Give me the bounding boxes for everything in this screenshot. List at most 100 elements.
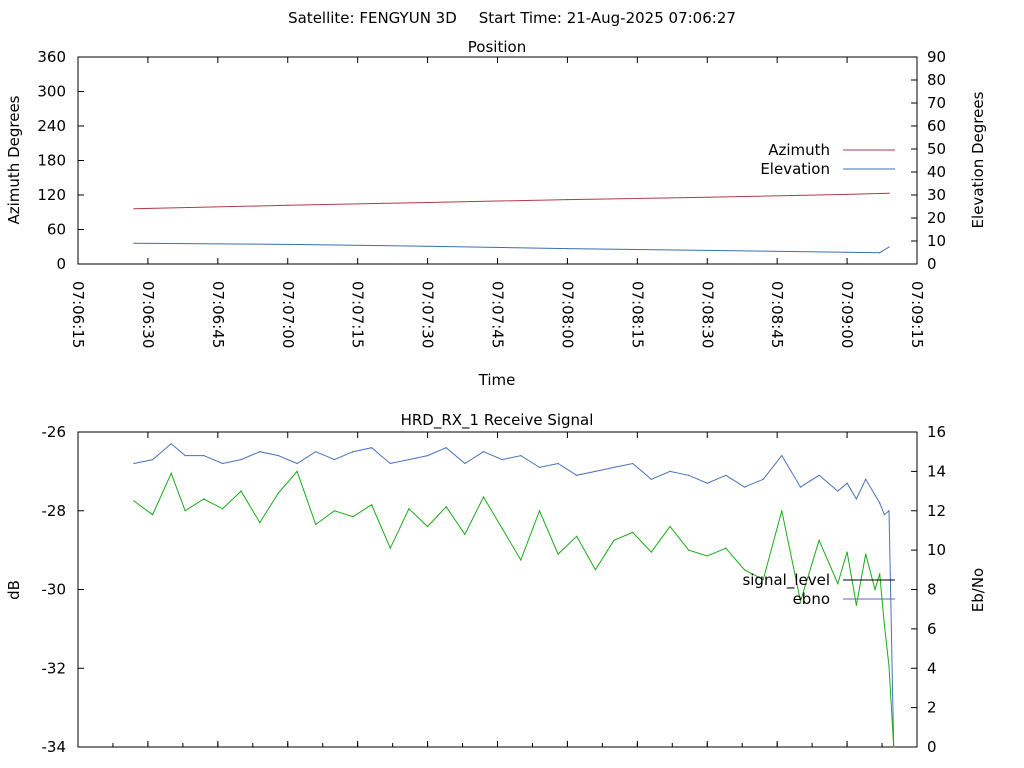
data-point: [888, 246, 890, 248]
data-point: [650, 551, 652, 553]
data-point: [669, 470, 671, 472]
data-point: [501, 527, 503, 530]
data-point: [879, 252, 881, 254]
x-tick-label: 07:07:00: [279, 281, 297, 348]
data-point: [259, 521, 261, 524]
data-point: [688, 474, 690, 476]
y-tick-label: -28: [42, 502, 67, 520]
data-point: [888, 510, 890, 512]
data-point: [333, 510, 335, 512]
data-point: [408, 508, 410, 510]
data-point: [464, 533, 466, 535]
data-point: [846, 193, 848, 196]
data-point: [482, 496, 485, 498]
position-chart-title: Position: [468, 38, 526, 56]
data-point: [287, 204, 289, 206]
y2-tick-label: 60: [927, 117, 946, 135]
data-point: [818, 539, 820, 541]
data-point: [315, 451, 317, 453]
data-point: [566, 247, 569, 250]
series-line-ebno: [133, 470, 895, 748]
data-point: [287, 243, 289, 246]
y-tick-label: 180: [37, 152, 66, 170]
data-point: [613, 466, 615, 469]
data-point: [520, 559, 522, 561]
data-point: [445, 506, 447, 508]
signal-y2-axis-label: Eb/No: [969, 568, 987, 612]
data-point: [576, 474, 578, 476]
y2-tick-label: 30: [927, 186, 946, 204]
signal-chart-title: HRD_RX_1 Receive Signal: [401, 411, 594, 430]
y2-tick-label: 40: [927, 163, 946, 181]
data-point: [781, 455, 783, 457]
data-point: [184, 510, 186, 512]
x-tick-label: 07:07:15: [349, 281, 367, 348]
data-point: [151, 514, 154, 516]
legend-label: Azimuth: [768, 141, 830, 159]
data-point: [538, 510, 541, 512]
series-line-signal_level: [133, 443, 895, 748]
data-point: [221, 462, 224, 465]
data-point: [669, 525, 671, 528]
y2-tick-label: 4: [927, 659, 937, 677]
x-tick-label: 07:08:00: [558, 281, 576, 348]
data-point: [743, 569, 746, 571]
data-point: [874, 588, 876, 591]
data-point: [743, 486, 746, 488]
data-point: [799, 486, 802, 488]
data-point: [482, 451, 485, 453]
y2-tick-label: 70: [927, 94, 946, 112]
y2-tick-label: 0: [927, 738, 937, 756]
y2-tick-label: 16: [927, 423, 946, 441]
data-point: [706, 555, 708, 557]
data-point: [762, 579, 764, 581]
data-point: [879, 573, 881, 575]
data-point: [371, 447, 373, 449]
x-tick-label: 07:09:00: [838, 281, 856, 348]
data-point: [865, 553, 867, 555]
data-point: [296, 462, 298, 465]
data-point: [557, 462, 559, 465]
data-point: [203, 498, 205, 500]
data-point: [799, 600, 802, 602]
y2-tick-label: 20: [927, 209, 946, 227]
data-point: [371, 504, 373, 506]
series-line-elevation: [133, 242, 890, 254]
x-tick-label: 07:07:30: [419, 281, 437, 348]
data-point: [874, 494, 876, 496]
legend-label: Elevation: [760, 160, 830, 178]
chart-header: Satellite: FENGYUN 3D Start Time: 21-Aug-…: [288, 9, 736, 27]
satellite-label: Satellite: FENGYUN 3D: [288, 9, 457, 27]
data-point: [277, 455, 280, 457]
data-point: [865, 478, 867, 480]
position-y-axis-label: Azimuth Degrees: [5, 95, 23, 224]
data-point: [688, 549, 690, 551]
data-point: [883, 624, 885, 626]
data-point: [725, 474, 727, 476]
y2-tick-label: 14: [927, 462, 946, 480]
data-point: [240, 490, 242, 492]
data-point: [133, 208, 135, 210]
y2-tick-label: 0: [927, 255, 937, 273]
y2-tick-label: 80: [927, 71, 946, 89]
data-point: [426, 245, 429, 247]
y2-tick-label: 10: [927, 541, 946, 559]
data-point: [762, 478, 764, 480]
data-point: [846, 482, 848, 484]
data-point: [566, 199, 569, 201]
x-tick-label: 07:08:30: [698, 281, 716, 348]
data-point: [837, 582, 839, 585]
data-point: [389, 462, 391, 465]
data-point: [837, 490, 839, 492]
legend-label: signal_level: [742, 571, 830, 590]
y-tick-label: 0: [56, 255, 66, 273]
y-tick-label: 360: [37, 48, 66, 66]
y2-tick-label: 6: [927, 620, 937, 638]
data-point: [445, 447, 447, 449]
data-point: [426, 201, 429, 204]
data-point: [632, 462, 634, 465]
data-point: [893, 746, 895, 748]
series-line-azimuth: [133, 192, 890, 210]
data-point: [594, 569, 596, 571]
data-point: [221, 508, 224, 510]
